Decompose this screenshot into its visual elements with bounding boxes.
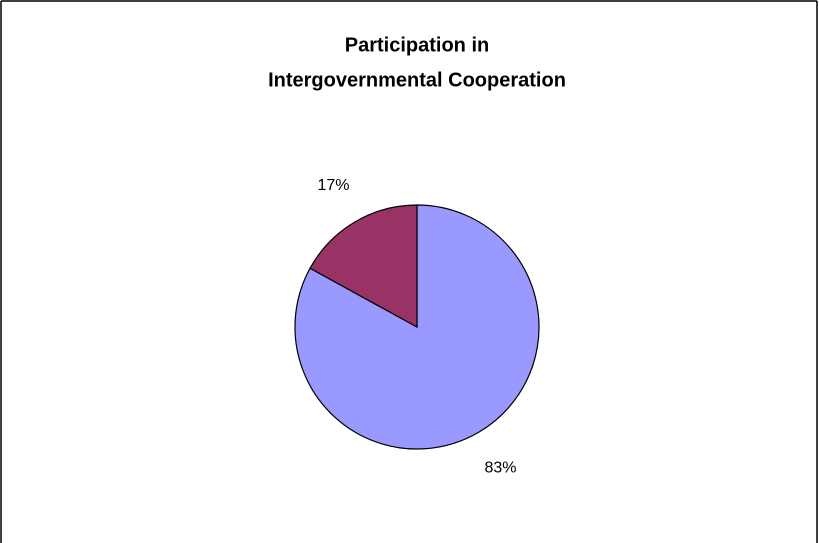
- data-label: 83%: [484, 459, 516, 476]
- pie-slice: [309, 204, 418, 329]
- chart-title: Intergovernmental Cooperation: [268, 69, 566, 91]
- data-label: 17%: [318, 177, 350, 194]
- chart-title: Participation in: [345, 34, 489, 56]
